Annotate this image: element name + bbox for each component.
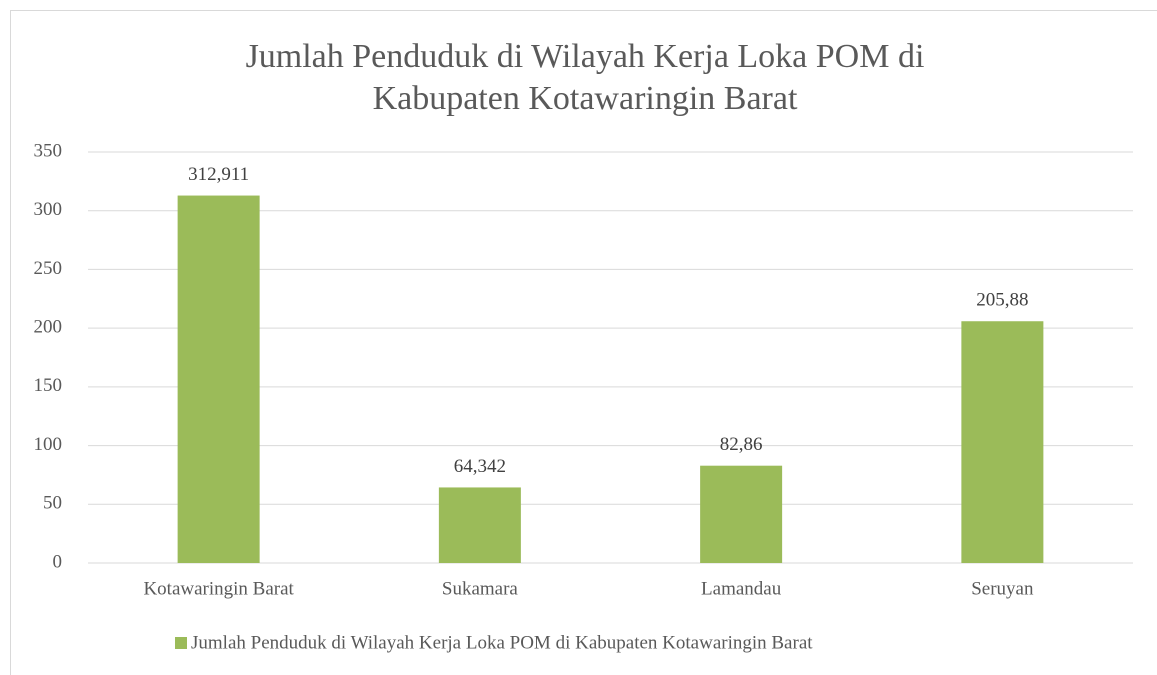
bar [177,195,260,563]
chart-frame [10,10,1157,675]
data-label: 205,88 [976,290,1028,311]
x-tick-label: Seruyan [971,578,1034,599]
bar [438,487,521,563]
x-tick-label: Kotawaringin Barat [143,578,294,599]
y-tick-label: 250 [34,258,63,279]
data-label: 64,342 [454,456,506,477]
y-tick-label: 150 [34,375,63,396]
y-tick-label: 300 [34,199,63,220]
y-tick-label: 0 [53,551,63,572]
data-label: 82,86 [720,434,763,455]
data-label: 312,911 [188,164,249,185]
y-tick-label: 200 [34,317,63,338]
y-tick-label: 50 [43,493,62,514]
x-tick-label: Sukamara [442,578,519,599]
legend-swatch [175,637,187,649]
y-tick-label: 350 [34,140,63,161]
chart-title: Jumlah Penduduk di Wilayah Kerja Loka PO… [245,38,925,117]
legend-label: Jumlah Penduduk di Wilayah Kerja Loka PO… [191,632,813,653]
x-tick-label: Lamandau [701,578,782,599]
y-tick-label: 100 [34,434,63,455]
bar [961,321,1044,563]
bar [700,465,783,563]
